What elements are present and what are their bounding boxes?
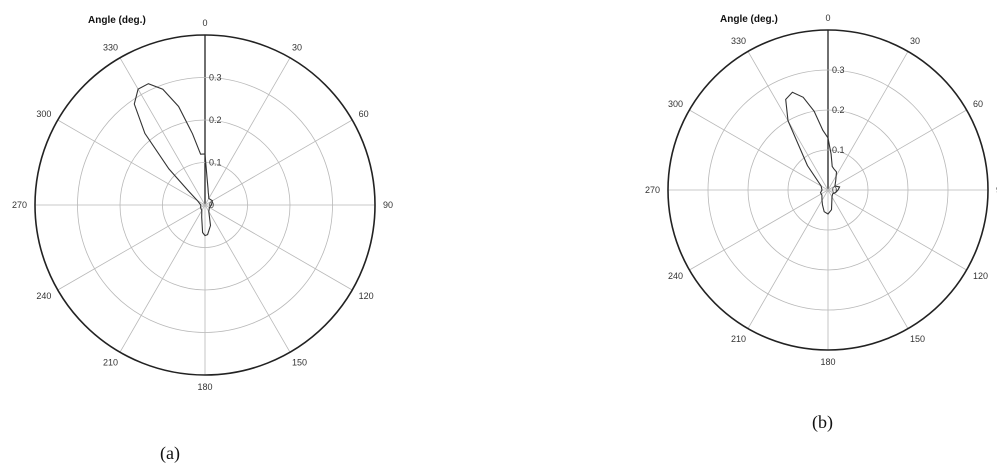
chart2-angle-tick-label: 150 [910,334,925,344]
chart2-angle-tick-label: 0 [825,13,830,23]
chart2-r-tick-label: 0.2 [832,105,845,115]
chart1-grid-ring-3 [77,77,333,333]
chart1-angle-tick-label: 270 [12,200,27,210]
chart1-angle-tick-label: 180 [197,382,212,392]
chart1-angle-tick-label: 240 [36,291,51,301]
chart1-angle-tick-label: 0 [202,18,207,28]
chart2-angle-tick-label: 30 [910,36,920,46]
caption-a: (a) [160,443,180,463]
chart1-angle-tick-label: 90 [383,200,393,210]
chart1-angle-tick-label: 300 [36,109,51,119]
caption-b: (b) [812,412,833,432]
chart1-grid-ring-2 [119,119,291,291]
chart2-series-line-1 [785,91,841,215]
chart2-angle-tick-label: 120 [973,271,988,281]
chart1-series-line-1 [133,83,214,237]
chart2-grid-ring-1 [787,149,869,231]
chart2-outer-ring [667,29,989,351]
chart1-angle-tick-label: 60 [359,109,369,119]
chart1-r-tick-label: 0.3 [209,73,222,83]
chart2-grid-ring-3 [707,69,949,311]
chart2-angle-tick-label: 210 [731,334,746,344]
chart2-angle-tick-label: 60 [973,99,983,109]
chart2-r-tick-label: 0.1 [832,145,845,155]
chart1-angle-tick-label: 330 [103,42,118,52]
chart1-title: Angle (deg.) [88,15,146,26]
chart1-outer-ring [34,34,376,376]
chart1-angle-tick-label: 210 [103,358,118,368]
chart1-angle-tick-label: 30 [292,42,302,52]
chart2-r-tick-label: 0.3 [832,65,845,75]
chart2-angle-tick-label: 240 [668,271,683,281]
chart2-angle-tick-label: 270 [645,185,660,195]
chart1-angle-tick-label: 120 [359,291,374,301]
chart2-grid-ring-2 [747,109,909,271]
chart2-angle-tick-label: 300 [668,99,683,109]
chart2-angle-tick-label: 330 [731,36,746,46]
chart2-angle-tick-label: 180 [820,357,835,367]
chart1-grid-ring-1 [162,162,248,248]
chart1-r-tick-label: 0.1 [209,158,222,168]
chart2-title: Angle (deg.) [720,14,778,25]
chart2-r-tick-label: 0 [832,185,837,195]
chart1-angle-tick-label: 150 [292,358,307,368]
chart1-r-tick-label: 0.2 [209,115,222,125]
